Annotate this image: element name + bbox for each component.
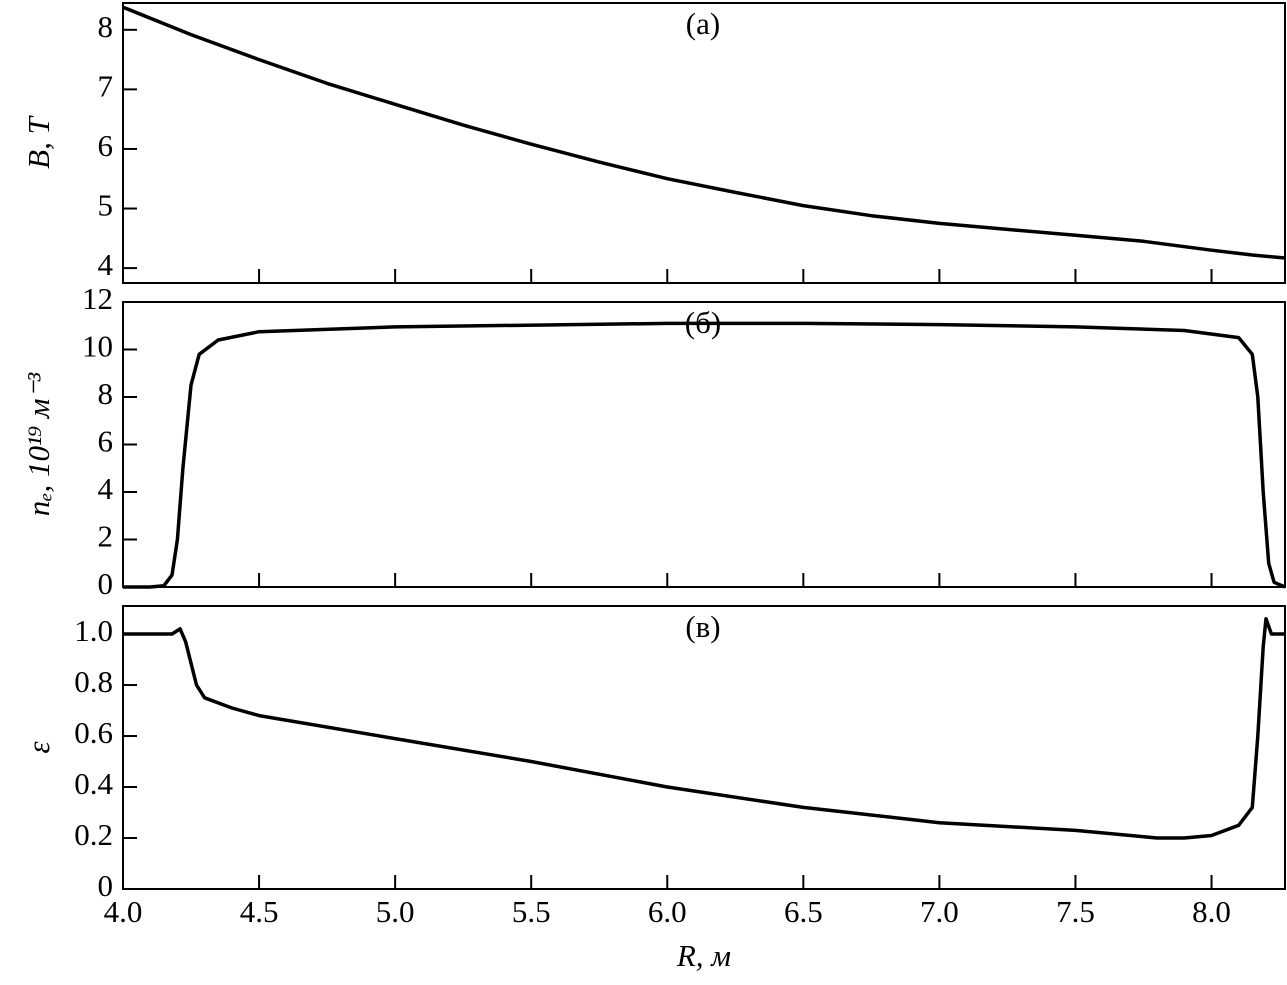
y-tick-label: 2 bbox=[98, 519, 114, 554]
y-axis-label: B, Т bbox=[21, 114, 56, 168]
x-tick-label: 6.0 bbox=[648, 894, 687, 929]
plot-frame bbox=[122, 2, 1286, 284]
y-tick-label: 6 bbox=[98, 424, 114, 459]
data-line bbox=[122, 5, 1286, 260]
y-tick-label: 0.2 bbox=[74, 817, 113, 852]
panel-label: (а) bbox=[686, 6, 720, 41]
data-line bbox=[123, 616, 1285, 840]
y-tick-label: 0 bbox=[98, 868, 114, 903]
y-tick-label: 12 bbox=[82, 281, 113, 316]
x-tick-label: 5.5 bbox=[512, 894, 551, 929]
y-tick-label: 0.6 bbox=[74, 715, 113, 750]
y-axis-label: ε bbox=[21, 741, 56, 754]
y-tick-label: 8 bbox=[98, 376, 114, 411]
plot-frame bbox=[122, 605, 1286, 890]
y-tick-label: 1.0 bbox=[74, 613, 113, 648]
x-tick-label: 5.0 bbox=[376, 894, 415, 929]
x-tick-label: 6.5 bbox=[784, 894, 823, 929]
y-tick-label: 6 bbox=[98, 128, 114, 163]
y-tick-label: 0.8 bbox=[74, 664, 113, 699]
y-tick-label: 0.4 bbox=[74, 766, 113, 801]
data-line bbox=[123, 321, 1286, 589]
x-tick-label: 7.0 bbox=[920, 894, 959, 929]
y-tick-label: 5 bbox=[98, 188, 114, 223]
y-tick-label: 10 bbox=[82, 329, 113, 364]
y-tick-label: 4 bbox=[98, 247, 114, 282]
x-tick-label: 4.0 bbox=[104, 894, 143, 929]
x-tick-label: 8.0 bbox=[1192, 894, 1231, 929]
y-tick-label: 8 bbox=[98, 9, 114, 44]
y-tick-label: 4 bbox=[98, 471, 114, 506]
x-tick-label: 7.5 bbox=[1056, 894, 1095, 929]
x-tick-label: 4.5 bbox=[240, 894, 279, 929]
panel-label: (в) bbox=[685, 609, 720, 644]
x-axis-label: R, м bbox=[676, 938, 731, 973]
y-tick-label: 0 bbox=[98, 566, 114, 601]
y-axis-label: nₑ, 10¹⁹ м⁻³ bbox=[21, 372, 56, 516]
plot-frame bbox=[122, 301, 1286, 588]
y-tick-label: 7 bbox=[98, 68, 114, 103]
